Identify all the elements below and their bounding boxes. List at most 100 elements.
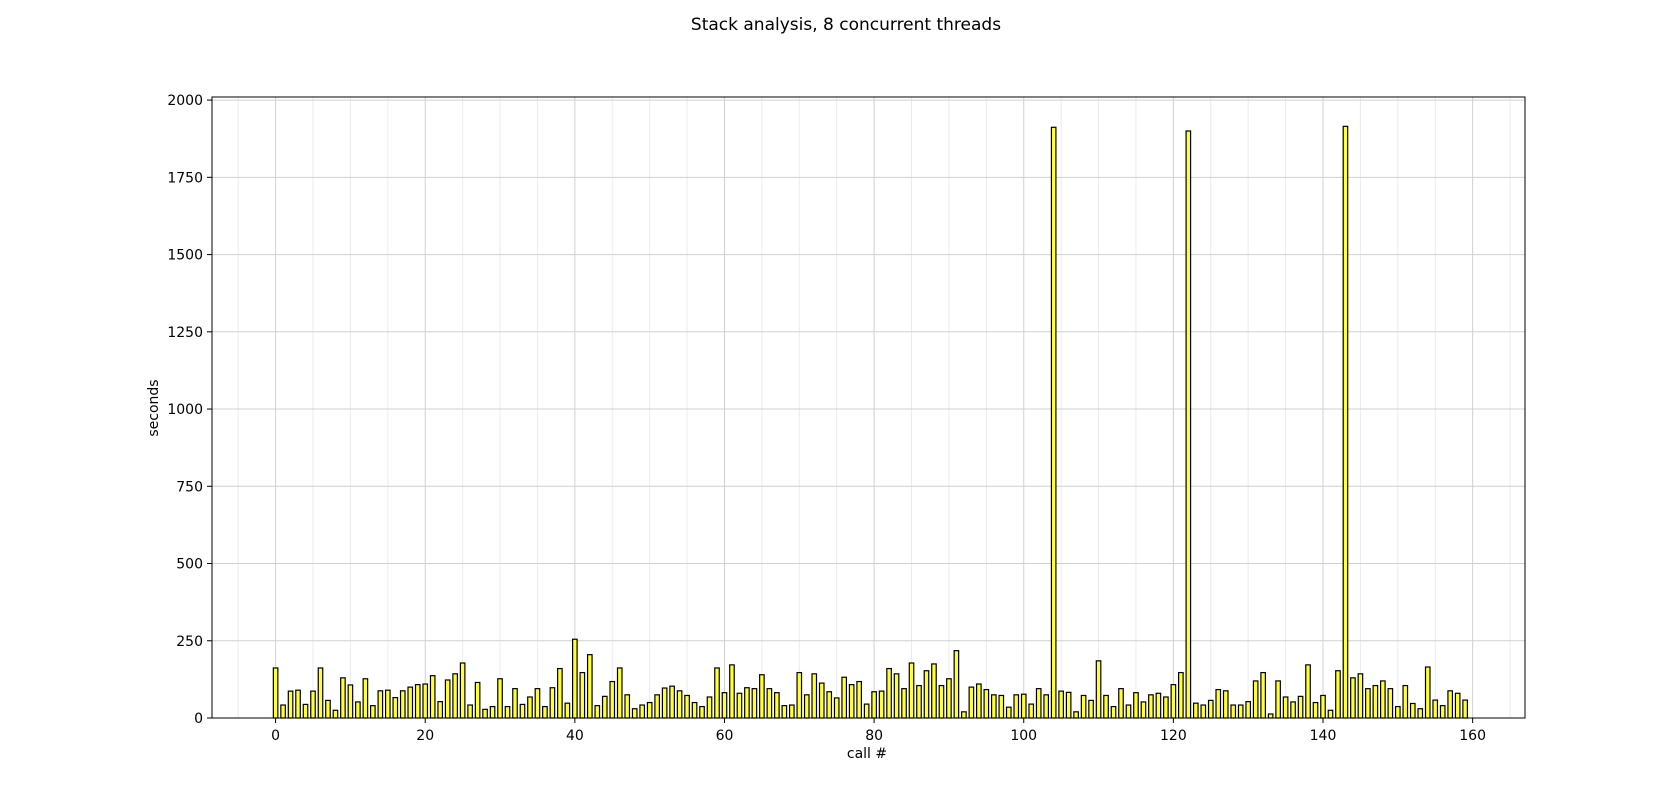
- x-tick-label: 80: [865, 728, 883, 744]
- bar: [729, 664, 735, 719]
- y-tick-label: 250: [176, 634, 203, 650]
- bar: [549, 687, 556, 719]
- bar: [1035, 688, 1042, 719]
- bar: [1170, 684, 1177, 719]
- y-tick-label: 1500: [167, 248, 203, 264]
- bar: [362, 678, 369, 719]
- bar: [1230, 704, 1237, 719]
- bar: [616, 667, 623, 719]
- bar: [1447, 690, 1454, 719]
- bar: [1424, 666, 1431, 719]
- y-tick-label: 1000: [167, 402, 203, 418]
- bar: [781, 705, 788, 719]
- bar: [609, 680, 616, 719]
- bar: [370, 705, 376, 719]
- bar: [699, 705, 705, 719]
- bar: [489, 705, 496, 719]
- bar: [1394, 705, 1401, 719]
- bar: [384, 689, 391, 719]
- bar: [1005, 706, 1012, 719]
- y-axis-ticks: 0 250 500 750 1000 1250 1500 1750 2000: [167, 93, 212, 727]
- bar: [916, 684, 922, 719]
- bar: [1327, 709, 1334, 719]
- bar: [901, 688, 907, 719]
- bar: [444, 679, 451, 719]
- chart-title: Stack analysis, 8 concurrent threads: [691, 15, 1001, 35]
- bar: [474, 681, 481, 719]
- bar: [1155, 692, 1162, 719]
- bar: [1058, 690, 1064, 719]
- bar: [1178, 671, 1184, 719]
- bar: [1335, 670, 1341, 719]
- bar: [459, 662, 466, 719]
- bar: [482, 708, 488, 719]
- bar: [467, 704, 473, 719]
- bar: [601, 695, 608, 719]
- y-tick-label: 1250: [167, 325, 203, 341]
- x-tick-label: 120: [1160, 728, 1187, 744]
- bar: [721, 692, 728, 719]
- bar: [878, 690, 885, 719]
- plot-frame: [211, 96, 1526, 719]
- bar: [1163, 696, 1169, 719]
- x-axis-label: call #: [847, 746, 887, 762]
- bar: [631, 708, 638, 719]
- y-axis-label: seconds: [146, 379, 162, 436]
- bar: [976, 683, 982, 719]
- bar: [796, 671, 803, 719]
- bar: [990, 694, 997, 719]
- bar: [1342, 125, 1349, 719]
- bar: [594, 705, 601, 719]
- bar: [751, 688, 758, 719]
- bar: [1207, 699, 1214, 719]
- bar: [534, 688, 541, 719]
- bar: [1080, 694, 1087, 719]
- bar: [1365, 688, 1371, 719]
- bar: [579, 671, 586, 719]
- bar: [504, 705, 511, 719]
- x-tick-label: 20: [416, 728, 434, 744]
- bar: [1462, 699, 1468, 719]
- bar: [340, 677, 346, 719]
- bar: [818, 682, 825, 719]
- bar: [429, 675, 436, 719]
- bar: [1192, 702, 1199, 719]
- bar: [287, 690, 294, 719]
- bar: [714, 667, 720, 719]
- bar: [392, 697, 399, 719]
- y-tick-label: 500: [176, 557, 203, 573]
- x-axis-ticks: 0 20 40 60 80 100 120 140 160: [271, 718, 1486, 744]
- bar: [1215, 688, 1222, 719]
- x-tick-label: 0: [271, 728, 280, 744]
- bar: [1439, 705, 1446, 719]
- y-tick-label: 2000: [167, 93, 203, 109]
- bar: [684, 694, 690, 719]
- bar: [512, 688, 518, 719]
- bar: [826, 691, 833, 719]
- x-tick-label: 40: [566, 728, 584, 744]
- bar: [1140, 701, 1147, 719]
- bar: [452, 673, 458, 719]
- bar: [1260, 671, 1266, 719]
- bar: [1073, 711, 1079, 719]
- bar: [1454, 692, 1461, 719]
- bar: [691, 701, 698, 719]
- bar: [519, 703, 526, 719]
- bar: [1050, 126, 1057, 719]
- bar: [803, 694, 810, 719]
- bar: [1028, 703, 1035, 719]
- bar: [1043, 694, 1050, 719]
- bar: [1387, 688, 1394, 719]
- bar: [1409, 702, 1416, 719]
- bar: [1432, 699, 1439, 719]
- bar: [1020, 693, 1027, 719]
- bar: [923, 670, 930, 719]
- bar: [856, 680, 862, 719]
- bar: [1312, 701, 1319, 719]
- bar: [1125, 704, 1132, 719]
- bar: [295, 689, 301, 719]
- x-tick-label: 60: [716, 728, 734, 744]
- bar: [527, 696, 533, 719]
- bar: [377, 690, 384, 719]
